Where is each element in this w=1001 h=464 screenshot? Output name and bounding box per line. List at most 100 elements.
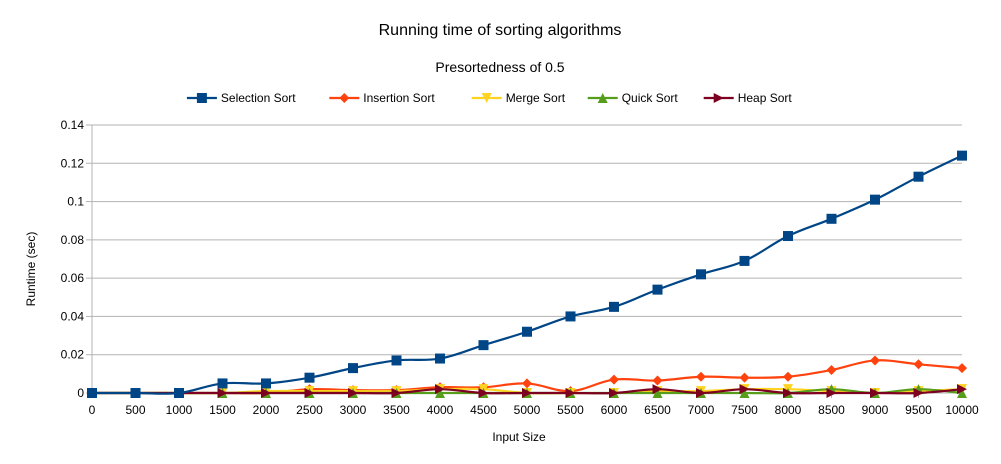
legend-item-merge-sort: Merge Sort: [471, 91, 566, 105]
selection-sort-point: [348, 363, 358, 374]
y-tick-label: 0.04: [61, 309, 85, 323]
y-tick-label: 0.1: [67, 195, 84, 209]
legend-label: Merge Sort: [506, 91, 566, 105]
insertion-sort-point: [609, 374, 619, 385]
x-tick-label: 2000: [253, 403, 280, 417]
selection-sort-point: [739, 255, 750, 266]
heap-sort-point: [826, 388, 837, 398]
heap-sort-point: [217, 388, 228, 398]
heap-sort-point: [261, 388, 271, 398]
x-tick-label: 5500: [557, 403, 584, 417]
heap-sort-point: [348, 388, 358, 398]
y-tick-label: 0.14: [61, 118, 85, 132]
legend-label: Selection Sort: [221, 91, 296, 105]
insertion-sort-point: [783, 371, 793, 382]
heap-sort-point: [652, 384, 663, 395]
legend-item-selection-sort: Selection Sort: [186, 91, 296, 105]
selection-sort-point: [565, 311, 576, 322]
selection-sort-point: [870, 194, 880, 205]
y-tick-label: 0: [77, 386, 84, 400]
x-tick-label: 8500: [818, 403, 845, 417]
insertion-sort-point: [957, 363, 967, 374]
heap-sort-point: [870, 388, 880, 398]
y-axis-label: Runtime (sec): [24, 232, 38, 307]
insertion-sort-point: [696, 371, 706, 382]
x-tick-label: 4500: [470, 403, 497, 417]
heap-sort-point: [391, 388, 402, 398]
quick-sort-point: [652, 388, 663, 398]
y-tick-label: 0.08: [61, 233, 85, 247]
x-tick-label: 7000: [688, 403, 715, 417]
selection-sort-point: [261, 378, 271, 389]
chart-title: Running time of sorting algorithms: [379, 22, 622, 39]
heap-sort-point: [565, 388, 576, 398]
x-tick-label: 9500: [905, 403, 932, 417]
insertion-sort-point: [913, 359, 924, 370]
quick-sort-point: [957, 388, 967, 398]
heap-sort-point: [957, 384, 967, 395]
selection-sort-point: [478, 340, 489, 351]
selection-sort-point: [217, 378, 228, 389]
selection-sort-line: [92, 154, 963, 395]
selection-sort-point: [522, 326, 532, 337]
heap-sort-point: [913, 388, 924, 398]
legend-label: Quick Sort: [622, 91, 679, 105]
selection-sort-point: [957, 150, 967, 161]
selection-sort-point: [913, 171, 924, 182]
x-tick-label: 500: [125, 403, 145, 417]
selection-sort-point: [174, 388, 184, 398]
heap-sort-point: [304, 388, 315, 398]
heap-sort-point: [522, 388, 532, 398]
selection-sort-point: [826, 213, 837, 224]
legend-label: Heap Sort: [738, 91, 793, 105]
chart-subtitle: Presortedness of 0.5: [435, 59, 564, 75]
selection-sort-point: [652, 284, 663, 295]
x-tick-label: 1500: [209, 403, 236, 417]
heap-sort-point: [696, 388, 706, 398]
insertion-sort-point: [522, 378, 532, 389]
legend-item-quick-sort: Quick Sort: [587, 91, 679, 105]
series-layer: [87, 150, 967, 398]
insertion-sort-point: [652, 375, 663, 386]
gridlines: [86, 124, 963, 398]
legend-label: Insertion Sort: [363, 91, 435, 105]
x-tick-label: 3500: [383, 403, 410, 417]
series-heap-sort: [87, 384, 967, 398]
heap-sort-point: [783, 388, 793, 398]
insertion-sort-point: [739, 372, 750, 383]
x-tick-label: 8000: [775, 403, 802, 417]
selection-sort-point: [304, 372, 315, 383]
x-tick-label: 6500: [644, 403, 671, 417]
x-tick-label: 4000: [427, 403, 454, 417]
legend: Selection Sort Insertion Sort Merge Sort Qu…: [186, 91, 793, 105]
x-tick-label: 9000: [862, 403, 889, 417]
legend-marker: [339, 93, 350, 103]
series-selection-sort: [87, 150, 967, 398]
x-tick-label: 10000: [945, 403, 979, 417]
insertion-sort-point: [870, 355, 880, 366]
y-tick-label: 0.02: [61, 348, 85, 362]
x-tick-label: 2500: [296, 403, 323, 417]
selection-sort-point: [87, 388, 97, 398]
heap-sort-point: [435, 384, 445, 395]
legend-marker: [196, 93, 207, 103]
quick-sort-point: [435, 388, 445, 398]
x-tick-label: 7500: [731, 403, 758, 417]
legend-marker: [597, 93, 608, 103]
heap-sort-point: [609, 388, 619, 398]
legend-item-insertion-sort: Insertion Sort: [329, 91, 435, 105]
legend-marker: [713, 93, 724, 103]
x-tick-label: 5000: [514, 403, 541, 417]
x-tick-label: 6000: [601, 403, 628, 417]
selection-sort-point: [696, 269, 706, 280]
selection-sort-point: [783, 231, 793, 242]
selection-sort-point: [130, 388, 141, 398]
y-axis-ticks: 0 0.02 0.04 0.06 0.08 0.1 0.12 0.14: [61, 118, 85, 400]
legend-item-heap-sort: Heap Sort: [703, 91, 793, 105]
selection-sort-point: [435, 353, 445, 364]
quick-sort-point: [739, 388, 750, 398]
selection-sort-point: [609, 301, 619, 312]
selection-sort-point: [391, 355, 402, 366]
legend-marker: [481, 93, 492, 103]
